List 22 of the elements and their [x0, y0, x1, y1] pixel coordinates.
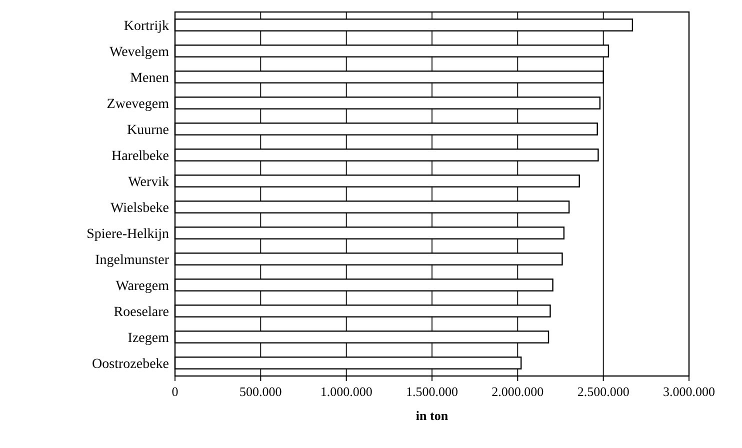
- y-tick-label: Oostrozebeke: [92, 356, 169, 372]
- y-tick-label: Kuurne: [127, 122, 169, 138]
- y-tick-label: Kortrijk: [124, 18, 169, 34]
- x-tick-label: 3.000.000: [663, 384, 715, 399]
- y-tick-label: Wervik: [128, 174, 169, 190]
- x-tick-label: 2.000.000: [492, 384, 544, 399]
- y-tick-label: Zwevegem: [106, 96, 170, 112]
- x-tick-label: 0: [172, 384, 178, 399]
- x-axis-title: in ton: [416, 408, 449, 423]
- x-tick-label: 2.500.000: [577, 384, 630, 399]
- y-tick-label: Spiere-Helkijn: [86, 226, 169, 242]
- y-tick-label: Harelbeke: [111, 148, 169, 164]
- y-tick-label: Izegem: [128, 330, 170, 346]
- y-tick-label: Wevelgem: [109, 44, 170, 60]
- y-tick-label: Wielsbeke: [110, 200, 169, 216]
- x-tick-label: 500.000: [240, 384, 282, 399]
- y-tick-label: Ingelmunster: [95, 252, 170, 268]
- x-tick-label: 1.500.000: [406, 384, 458, 399]
- y-tick-label: Roeselare: [114, 304, 169, 320]
- x-tick-label: 1.000.000: [320, 384, 372, 399]
- y-tick-label: Waregem: [116, 278, 170, 294]
- y-tick-label: Menen: [130, 70, 169, 86]
